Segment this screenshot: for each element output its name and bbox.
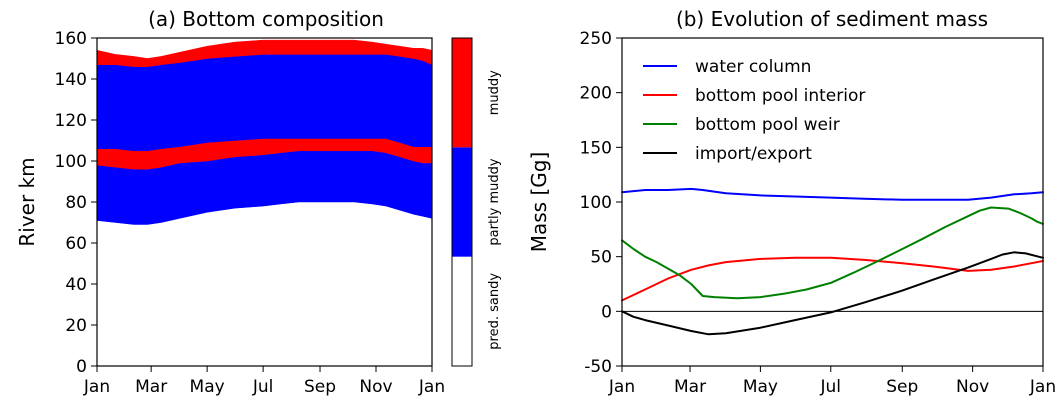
chart-a-title: (a) Bottom composition [148, 7, 384, 31]
series-line-bottom-pool-weir [621, 206, 1044, 300]
chart-a0-y-tick-label: 40 [65, 275, 87, 295]
chart-a0-y-tick-label: 140 [55, 70, 87, 90]
chart-a0-x-tick-label: Nov [359, 377, 392, 397]
chart-b1-x-tick-label: Sep [886, 377, 918, 397]
chart-a0-x-tick-label: May [190, 377, 225, 397]
chart-b1-x-tick-label: Jul [820, 377, 842, 397]
chart-b-axes: -50 0 50 100 150 200 250 Jan Mar May Jul Sep Nov Jan [580, 29, 1057, 397]
series-line-water-column [621, 187, 1044, 201]
chart-b1-x-tick-label: Jan [1029, 377, 1056, 397]
panel-sediment-mass: (b) Evolution of sediment mass Mass [Gg]… [527, 7, 1056, 397]
colorbar-label: partly muddy [487, 158, 502, 246]
chart-a0-x-tick-label: Jul [252, 377, 274, 397]
chart-b1-y-tick-label: -50 [584, 357, 612, 377]
chart-a-colorbar: pred. sandy partly muddy muddy [451, 37, 502, 367]
legend-label: bottom pool weir [695, 115, 840, 135]
legend-label: import/export [695, 144, 812, 164]
chart-b-y-axis-label: Mass [Gg] [527, 152, 551, 253]
chart-b1-y-tick-label: 100 [580, 193, 612, 213]
chart-a0-y-tick-label: 0 [76, 357, 87, 377]
chart-a0-y-tick-label: 20 [65, 316, 87, 336]
chart-b1-x-tick-label: Nov [956, 377, 989, 397]
chart-a0-x-tick-label: Jan [418, 377, 445, 397]
chart-a0-x-tick-label: Mar [135, 377, 167, 397]
chart-b1-y-tick-label: 250 [580, 29, 612, 49]
panel-bottom-composition: (a) Bottom composition River km 0 20 40 60 8… [15, 7, 502, 397]
legend-label: water column [695, 57, 811, 77]
chart-b1-y-tick-label: 50 [590, 248, 612, 268]
colorbar-swatch-muddy [452, 38, 472, 148]
chart-b1-y-tick-label: 200 [580, 84, 612, 104]
chart-a0-y-tick-label: 160 [55, 29, 87, 49]
chart-b1-x-tick-label: Jan [608, 377, 635, 397]
colorbar-label: muddy [487, 70, 502, 115]
colorbar-swatch-partly-muddy [452, 147, 472, 257]
chart-b1-x-tick-label: May [743, 377, 778, 397]
chart-b1-x-tick-label: Mar [674, 377, 706, 397]
colorbar-swatch-pred-sandy [452, 256, 472, 366]
chart-b-title: (b) Evolution of sediment mass [676, 7, 988, 31]
chart-a0-y-tick-label: 100 [55, 152, 87, 172]
chart-a0-x-tick-label: Jan [83, 377, 110, 397]
colorbar-frame [451, 37, 473, 367]
band-partly-muddy-2 [96, 54, 433, 152]
chart-a-axes: 0 20 40 60 80 100 120 140 160 Jan Mar May Jul Sep Nov J… [55, 29, 446, 397]
legend-label: bottom pool interior [695, 86, 865, 106]
chart-b1-y-tick-label: 0 [601, 302, 612, 322]
chart-a0-y-tick-label: 80 [65, 193, 87, 213]
chart-a-y-axis-label: River km [15, 157, 39, 246]
chart-a0-y-tick-label: 60 [65, 234, 87, 254]
series-line-import-export [621, 251, 1044, 336]
chart-b-plot-area [621, 187, 1044, 336]
series-line-bottom-pool-interior [621, 256, 1044, 302]
chart-a0-x-tick-label: Sep [304, 377, 336, 397]
chart-a0-y-tick-label: 120 [55, 111, 87, 131]
chart-b-legend: water column bottom pool interior bottom p… [643, 57, 865, 164]
chart-b1-y-tick-label: 150 [580, 138, 612, 158]
chart-a-plot-area [96, 39, 433, 225]
colorbar-label: pred. sandy [487, 273, 502, 350]
